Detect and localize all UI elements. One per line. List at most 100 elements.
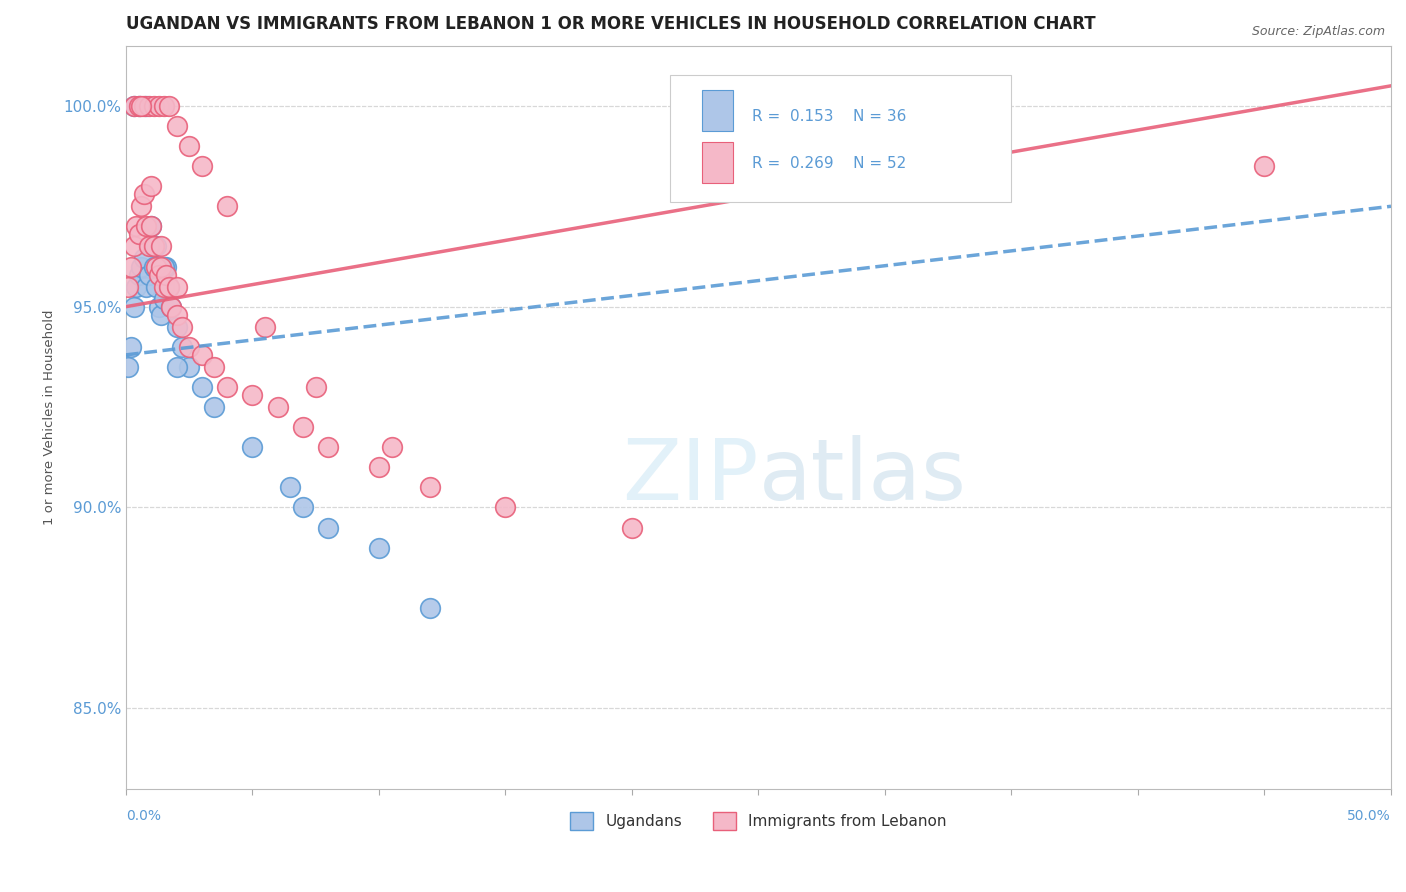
Point — [160, 300, 183, 314]
Point — [160, 300, 183, 314]
Point — [157, 279, 180, 293]
Point — [204, 400, 226, 414]
Point — [122, 239, 145, 253]
Point — [120, 260, 142, 274]
Point — [141, 219, 163, 234]
Point — [150, 308, 173, 322]
Y-axis label: 1 or more Vehicles in Household: 1 or more Vehicles in Household — [44, 310, 56, 524]
Point — [125, 279, 148, 293]
Point — [166, 119, 188, 133]
Text: Source: ZipAtlas.com: Source: ZipAtlas.com — [1251, 25, 1385, 38]
Point — [132, 99, 155, 113]
Point — [217, 199, 239, 213]
Point — [292, 500, 315, 515]
Point — [128, 268, 150, 282]
Point — [153, 260, 176, 274]
Point — [318, 520, 340, 534]
Point — [148, 268, 170, 282]
Point — [141, 179, 163, 194]
Point — [117, 359, 139, 374]
Point — [150, 239, 173, 253]
Point — [117, 279, 139, 293]
Point — [153, 292, 176, 306]
Point — [120, 340, 142, 354]
Point — [129, 260, 152, 274]
Point — [166, 359, 188, 374]
Point — [179, 340, 201, 354]
Point — [155, 260, 177, 274]
Point — [381, 440, 404, 454]
Point — [128, 227, 150, 242]
Point — [166, 308, 188, 322]
Text: atlas: atlas — [758, 435, 966, 518]
Point — [122, 300, 145, 314]
FancyBboxPatch shape — [702, 142, 733, 183]
Text: R =  0.269    N = 52: R = 0.269 N = 52 — [752, 155, 907, 170]
Point — [157, 99, 180, 113]
Point — [191, 159, 214, 173]
Point — [157, 279, 180, 293]
Point — [170, 319, 193, 334]
Text: 0.0%: 0.0% — [127, 809, 160, 822]
Point — [129, 199, 152, 213]
Point — [170, 340, 193, 354]
Point — [141, 219, 163, 234]
Text: ZIP: ZIP — [621, 435, 758, 518]
Point — [128, 99, 150, 113]
Point — [191, 380, 214, 394]
Point — [280, 480, 302, 494]
Point — [419, 480, 441, 494]
Point — [419, 600, 441, 615]
Point — [217, 380, 239, 394]
Point — [135, 279, 157, 293]
Point — [142, 260, 165, 274]
Point — [125, 219, 148, 234]
Point — [138, 239, 160, 253]
Legend: Ugandans, Immigrants from Lebanon: Ugandans, Immigrants from Lebanon — [564, 805, 953, 837]
Point — [368, 541, 391, 555]
Point — [305, 380, 328, 394]
Point — [145, 239, 167, 253]
Point — [142, 99, 165, 113]
Point — [318, 440, 340, 454]
Point — [267, 400, 290, 414]
Point — [129, 99, 152, 113]
Point — [145, 260, 167, 274]
Point — [620, 520, 643, 534]
Point — [155, 268, 177, 282]
Point — [153, 99, 176, 113]
FancyBboxPatch shape — [702, 90, 733, 131]
Point — [204, 359, 226, 374]
Point — [242, 388, 264, 402]
Point — [368, 460, 391, 475]
Point — [166, 319, 188, 334]
Point — [292, 420, 315, 434]
Text: 50.0%: 50.0% — [1347, 809, 1391, 822]
Point — [138, 268, 160, 282]
Point — [148, 300, 170, 314]
Point — [148, 99, 170, 113]
Point — [191, 348, 214, 362]
Point — [1253, 159, 1275, 173]
Point — [132, 187, 155, 202]
Point — [122, 99, 145, 113]
Point — [179, 139, 201, 153]
Text: UGANDAN VS IMMIGRANTS FROM LEBANON 1 OR MORE VEHICLES IN HOUSEHOLD CORRELATION C: UGANDAN VS IMMIGRANTS FROM LEBANON 1 OR … — [127, 15, 1095, 33]
Point — [138, 99, 160, 113]
Point — [142, 239, 165, 253]
Point — [153, 279, 176, 293]
Point — [141, 239, 163, 253]
Text: R =  0.153    N = 36: R = 0.153 N = 36 — [752, 109, 907, 124]
FancyBboxPatch shape — [669, 76, 1011, 202]
Point — [128, 99, 150, 113]
Point — [179, 359, 201, 374]
Point — [135, 219, 157, 234]
Point — [122, 99, 145, 113]
Point — [254, 319, 277, 334]
Point — [494, 500, 516, 515]
Point — [132, 252, 155, 266]
Point — [145, 279, 167, 293]
Point — [242, 440, 264, 454]
Point — [166, 279, 188, 293]
Point — [150, 260, 173, 274]
